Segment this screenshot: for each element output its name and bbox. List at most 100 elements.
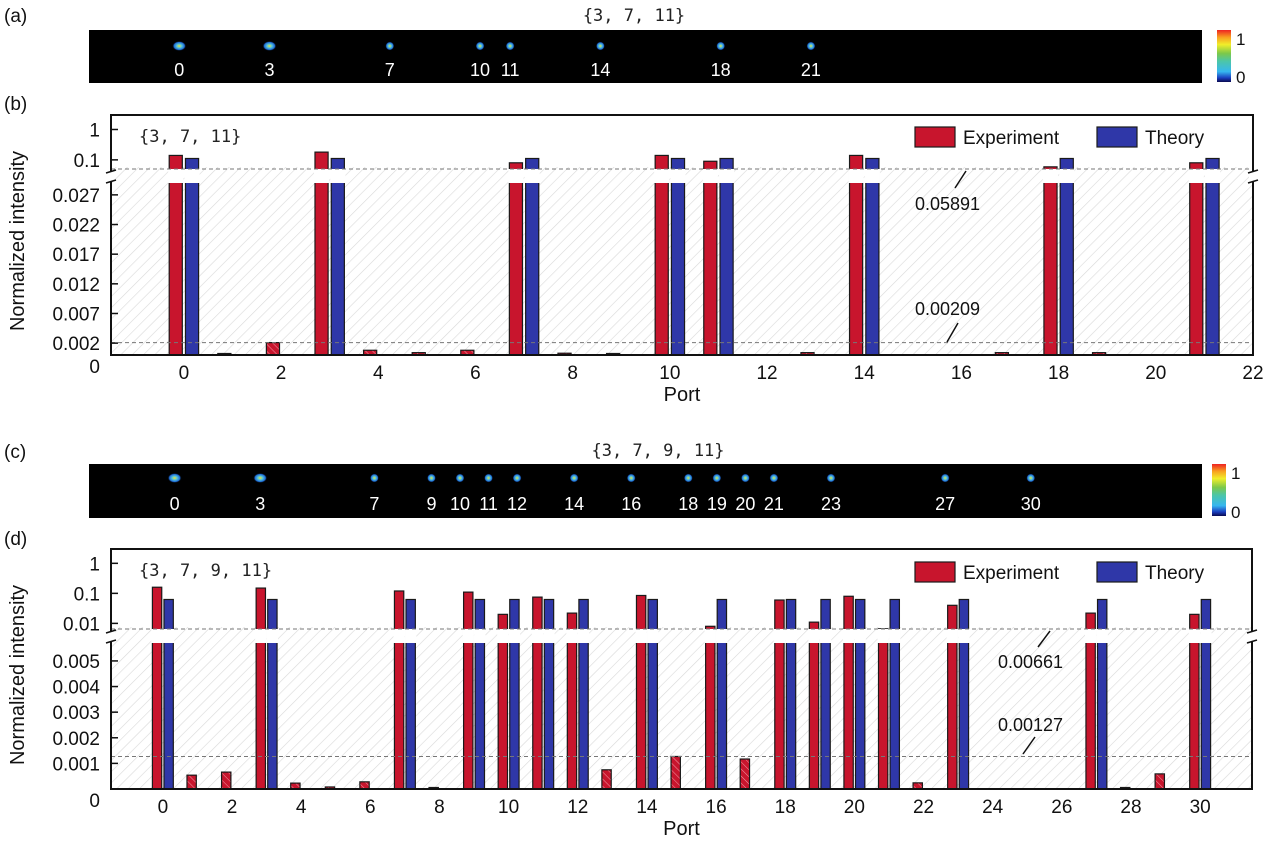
plot-frame [110, 114, 1254, 356]
x-tick-label: 30 [1190, 797, 1211, 818]
theory-bar [670, 157, 686, 356]
camera-image-c [89, 464, 1202, 518]
spot-label: 21 [801, 60, 821, 80]
legend-label-theory: Theory [1145, 128, 1205, 149]
camera-image-a [89, 30, 1202, 83]
axis-break-gap [162, 629, 175, 643]
light-spot [826, 473, 836, 483]
axis-break-gap [1084, 629, 1097, 643]
light-spot [683, 473, 693, 483]
axis-break-gap [1042, 169, 1059, 183]
colorbar-a-min: 0 [1236, 68, 1245, 87]
panel-c: (c) {3, 7, 9, 11} 0 3 7 9 10 11 12 14 16 18 19 20 21… [4, 441, 1240, 522]
annotation-leader [946, 322, 959, 343]
experiment-bar [1043, 166, 1058, 356]
x-tick-label: 22 [913, 797, 934, 818]
axis-break-gap [702, 169, 718, 183]
light-spot [426, 473, 436, 483]
background-hatch [111, 627, 1252, 789]
reference-value-label: 0.05891 [915, 194, 980, 214]
x-tick-label: 16 [706, 797, 727, 818]
axis-break-gap [1059, 169, 1075, 183]
break-mark [1246, 629, 1258, 634]
x-tick-label: 18 [1048, 363, 1069, 384]
break-mark [1247, 179, 1259, 184]
theory-bar [1200, 598, 1212, 790]
theory-bar [647, 598, 658, 790]
light-spot [167, 473, 182, 483]
x-tick-label: 16 [951, 363, 972, 384]
theory-bar [525, 157, 540, 356]
y-tick-label: 0.007 [52, 304, 100, 325]
x-tick-label: 14 [636, 797, 658, 818]
panel-c-title: {3, 7, 9, 11} [591, 441, 724, 461]
break-mark [105, 179, 117, 184]
x-tick-label: 12 [756, 363, 777, 384]
spot-label: 7 [369, 494, 379, 514]
light-spot [385, 41, 395, 51]
theory-bar [889, 598, 901, 790]
experiment-bar-small [601, 769, 612, 790]
axis-break-gap [854, 629, 866, 643]
theory-bar [330, 157, 345, 356]
light-spot [262, 41, 277, 51]
axis-break-gap [635, 629, 647, 643]
x-tick-label: 10 [659, 363, 680, 384]
experiment-bar [877, 628, 889, 790]
axis-break-right [1248, 631, 1256, 642]
light-spot [769, 473, 779, 483]
spot-label: 11 [479, 494, 498, 514]
axis-break-gap [785, 629, 797, 643]
experiment-bar [843, 595, 854, 790]
axis-break-gap [566, 629, 578, 643]
experiment-bar-small [1154, 773, 1166, 790]
axis-break-gap [255, 629, 267, 643]
legend-swatch-experiment [914, 561, 956, 583]
experiment-bar [654, 154, 669, 356]
y-tick-label: 1 [89, 120, 100, 141]
axis-break-gap [313, 169, 330, 183]
axis-break-gap [462, 629, 474, 643]
reference-value-label: 0.00127 [998, 715, 1063, 735]
experiment-bar [774, 599, 785, 790]
axis-break-gap [1204, 169, 1221, 183]
legend-label-experiment: Experiment [963, 563, 1060, 584]
theory-bar [578, 598, 589, 790]
theory-bar [163, 598, 174, 790]
panel-b: (b) 00.0020.0070.0120.0170.0220.0270.110… [4, 94, 1264, 406]
x-axis-label: Port [663, 818, 700, 840]
experiment-bar [151, 586, 163, 790]
theory-bar [820, 598, 831, 790]
reference-value-label: 0.00661 [998, 652, 1063, 672]
axis-break-gap [719, 169, 735, 183]
theory-bar [184, 157, 200, 356]
reference-value-label: 0.00209 [915, 299, 980, 319]
theory-bar [405, 598, 416, 790]
experiment-bar [255, 587, 267, 790]
y-tick-label: 0.022 [52, 216, 100, 237]
colorbar-c-max: 1 [1231, 464, 1240, 483]
y-axis-label: Normalized intensity [7, 585, 29, 765]
light-spot [595, 41, 605, 51]
axis-break-left [107, 631, 115, 642]
spot-label: 7 [385, 60, 395, 80]
axis-break-gap [773, 629, 786, 643]
y-tick-label: 0.1 [74, 151, 100, 172]
x-tick-label: 0 [158, 797, 169, 818]
theory-bar [865, 157, 880, 356]
axis-break-left [107, 171, 115, 182]
legend-label-theory: Theory [1145, 563, 1205, 584]
spot-label: 27 [935, 494, 955, 514]
x-tick-label: 8 [567, 363, 578, 384]
experiment-bar-small [186, 774, 197, 790]
light-spot [716, 41, 726, 51]
experiment-bar [703, 160, 718, 356]
panel-b-label: (b) [4, 94, 27, 115]
spot-label: 10 [450, 494, 470, 514]
experiment-bar [532, 596, 543, 790]
spot-label: 16 [621, 494, 641, 514]
theory-bar [1096, 598, 1108, 790]
light-spot [512, 473, 522, 483]
axis-break-gap [266, 629, 279, 643]
spot-label: 18 [678, 494, 698, 514]
